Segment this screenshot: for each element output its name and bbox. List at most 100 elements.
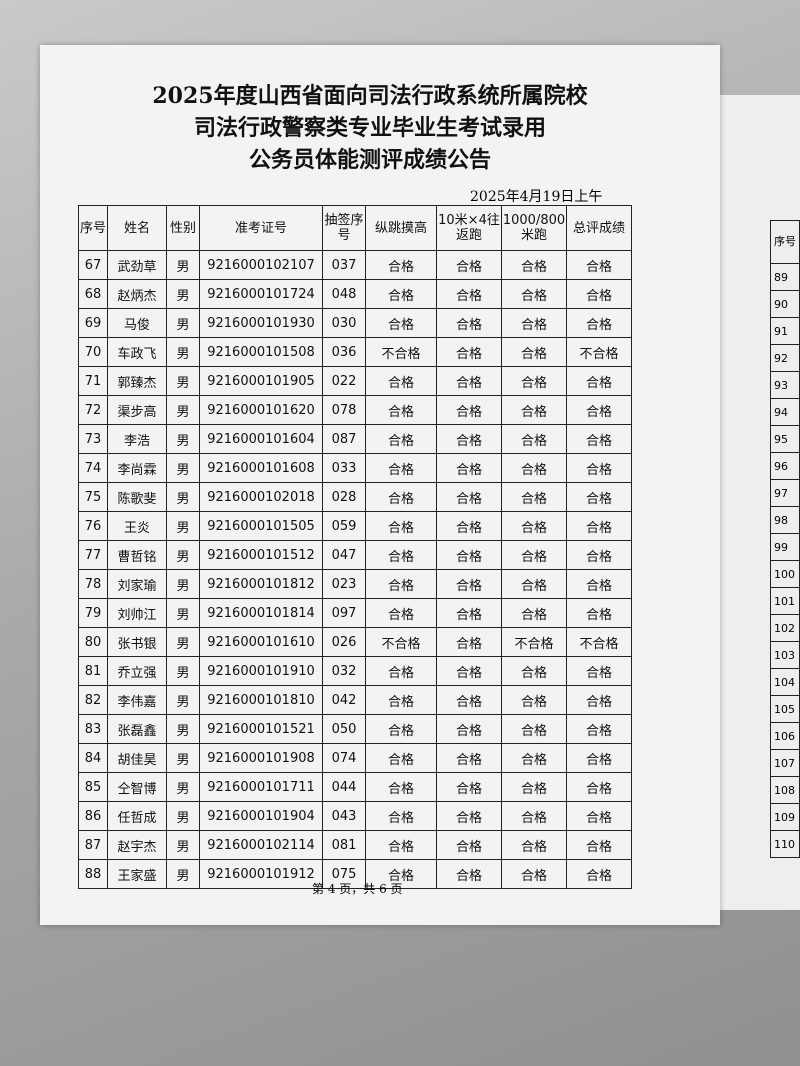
table-cell: 李浩 xyxy=(107,424,167,454)
table-cell: 85 xyxy=(78,772,108,802)
table-row: 106魏湛霖 xyxy=(770,722,800,750)
table-cell: 车政飞 xyxy=(107,337,167,367)
table-cell: 合格 xyxy=(501,656,567,686)
table-cell: 合格 xyxy=(566,685,632,715)
table-cell: 104 xyxy=(770,668,800,696)
table-cell: 036 xyxy=(322,337,366,367)
table-cell: 9216000101512 xyxy=(199,540,323,570)
table-row: 75 陈歌斐男 9216000102018 028 合格 合格 合格 合格 xyxy=(78,482,632,512)
table-cell: 109 xyxy=(770,803,800,831)
table-row: 85 仝智博男 9216000101711 044 合格 合格 合格 合格 xyxy=(78,772,632,802)
table-cell: 合格 xyxy=(436,511,502,541)
table-cell: 合格 xyxy=(501,395,567,425)
table-cell: 030 xyxy=(322,308,366,338)
table-cell: 9216000101812 xyxy=(199,569,323,599)
table-cell: 028 xyxy=(322,482,366,512)
table-cell: 合格 xyxy=(436,598,502,628)
table-cell: 合格 xyxy=(501,337,567,367)
table-cell: 李伟嘉 xyxy=(107,685,167,715)
table-cell: 合格 xyxy=(365,801,437,831)
table-row: 105赵星卓 xyxy=(770,695,800,723)
table-row: 74 李尚霖男 9216000101608 033 合格 合格 合格 合格 xyxy=(78,453,632,483)
table-cell: 9216000102018 xyxy=(199,482,323,512)
table-cell: 72 xyxy=(78,395,108,425)
table-cell: 71 xyxy=(78,366,108,396)
table-cell: 合格 xyxy=(436,859,502,889)
table-cell: 合格 xyxy=(436,366,502,396)
table-row: 89 xyxy=(770,263,800,291)
table-cell: 合格 xyxy=(501,598,567,628)
table-cell: 男 xyxy=(166,453,200,483)
table-cell: 男 xyxy=(166,685,200,715)
table-cell: 合格 xyxy=(501,569,567,599)
table-row: 67 武劲草男 9216000102107 037 合格 合格 合格 合格 xyxy=(78,250,632,280)
table-cell: 赵宇杰 xyxy=(107,830,167,860)
table-row: 91 xyxy=(770,317,800,345)
table-cell: 95 xyxy=(770,425,800,453)
score-table: 序号 姓名 性别 准考证号 抽签序号 纵跳摸高 10米×4往返跑 1000/800米跑 总评成绩… xyxy=(78,205,632,889)
table-cell: 合格 xyxy=(365,569,437,599)
table-cell: 男 xyxy=(166,859,200,889)
column-header: 序号 xyxy=(78,205,108,251)
table-row: 87 赵宇杰男 9216000102114 081 合格 合格 合格 合格 xyxy=(78,830,632,860)
table-cell: 67 xyxy=(78,250,108,280)
title-line: 2025年度山西省面向司法行政系统所属院校 xyxy=(152,83,588,109)
table-row: 94 xyxy=(770,398,800,426)
table-cell: 059 xyxy=(322,511,366,541)
table-cell: 男 xyxy=(166,395,200,425)
table-row: 110杨爽 xyxy=(770,830,800,858)
table-row: 92 xyxy=(770,344,800,372)
table-cell: 合格 xyxy=(436,772,502,802)
table-cell: 男 xyxy=(166,511,200,541)
column-header: 抽签序号 xyxy=(322,205,366,251)
table-row: 102刘家 xyxy=(770,614,800,642)
table-cell: 男 xyxy=(166,250,200,280)
table-cell: 合格 xyxy=(501,685,567,715)
table-cell: 男 xyxy=(166,569,200,599)
table-row: 98 xyxy=(770,506,800,534)
table-row: 73 李浩男 9216000101604 087 合格 合格 合格 合格 xyxy=(78,424,632,454)
table-cell: 106 xyxy=(770,722,800,750)
title-line: 公务员体能测评成绩公告 xyxy=(248,147,491,173)
table-cell: 91 xyxy=(770,317,800,345)
table-cell: 合格 xyxy=(365,279,437,309)
table-cell: 9216000101724 xyxy=(199,279,323,309)
table-cell: 合格 xyxy=(501,250,567,280)
column-header: 序号 xyxy=(770,220,800,264)
table-row: 80 张书银男 9216000101610 026 不合格 合格 不合格 不合格 xyxy=(78,627,632,657)
table-cell: 合格 xyxy=(365,482,437,512)
table-cell: 9216000101912 xyxy=(199,859,323,889)
table-cell: 合格 xyxy=(365,366,437,396)
table-cell: 合格 xyxy=(501,424,567,454)
table-cell: 不合格 xyxy=(365,627,437,657)
table-cell: 合格 xyxy=(501,772,567,802)
table-row: 96 xyxy=(770,452,800,480)
table-cell: 9216000101604 xyxy=(199,424,323,454)
table-row: 101刘慧 xyxy=(770,587,800,615)
table-cell: 合格 xyxy=(436,337,502,367)
column-header: 纵跳摸高 xyxy=(365,205,437,251)
table-row: 79 刘帅江男 9216000101814 097 合格 合格 合格 合格 xyxy=(78,598,632,628)
table-cell: 郭臻杰 xyxy=(107,366,167,396)
table-row: 81 乔立强男 9216000101910 032 合格 合格 合格 合格 xyxy=(78,656,632,686)
table-cell: 87 xyxy=(78,830,108,860)
table-cell: 77 xyxy=(78,540,108,570)
table-row: 100史易 xyxy=(770,560,800,588)
column-header: 性别 xyxy=(166,205,200,251)
table-cell: 73 xyxy=(78,424,108,454)
table-cell: 合格 xyxy=(501,743,567,773)
table-cell: 合格 xyxy=(365,830,437,860)
table-cell: 79 xyxy=(78,598,108,628)
table-cell: 9216000102107 xyxy=(199,250,323,280)
table-cell: 80 xyxy=(78,627,108,657)
table-cell: 合格 xyxy=(365,424,437,454)
table-cell: 合格 xyxy=(566,540,632,570)
table-cell: 李尚霖 xyxy=(107,453,167,483)
table-cell: 84 xyxy=(78,743,108,773)
table-row: 97 xyxy=(770,479,800,507)
table-row: 86 任哲成男 9216000101904 043 合格 合格 合格 合格 xyxy=(78,801,632,831)
table-cell: 渠步高 xyxy=(107,395,167,425)
table-cell: 赵炳杰 xyxy=(107,279,167,309)
table-cell: 合格 xyxy=(501,830,567,860)
